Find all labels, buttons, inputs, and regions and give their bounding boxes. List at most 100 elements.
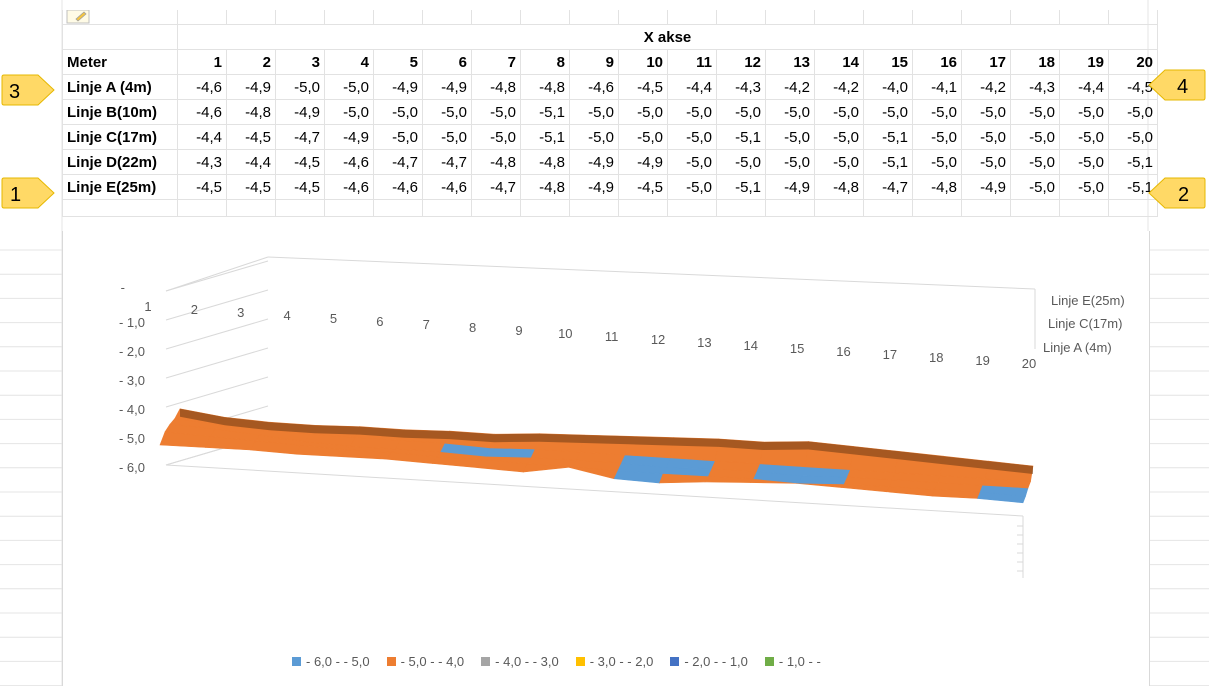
value-cell[interactable]: -5,1 [520,124,570,150]
column-header-cell[interactable]: 17 [961,49,1011,75]
empty-cell[interactable] [1010,10,1060,25]
value-cell[interactable]: -5,0 [1010,149,1060,175]
value-cell[interactable]: -4,9 [226,74,276,100]
value-cell[interactable]: -4,3 [716,74,766,100]
column-header-cell[interactable]: 14 [814,49,864,75]
value-cell[interactable]: -4,8 [226,99,276,125]
value-cell[interactable]: -4,4 [667,74,717,100]
value-cell[interactable]: -5,0 [373,124,423,150]
empty-cell[interactable] [716,10,766,25]
value-cell[interactable]: -5,1 [863,124,913,150]
empty-cell[interactable] [422,10,472,25]
empty-cell[interactable] [1108,10,1158,25]
value-cell[interactable]: -5,1 [863,149,913,175]
value-cell[interactable]: -5,0 [912,149,962,175]
empty-cell[interactable] [863,199,913,217]
row-header-cell[interactable]: Linje C(17m) [62,124,178,150]
value-cell[interactable]: -4,7 [471,174,521,200]
column-header-cell[interactable]: 7 [471,49,521,75]
value-cell[interactable]: -4,8 [520,74,570,100]
column-header-cell[interactable]: 8 [520,49,570,75]
empty-cell[interactable] [912,199,962,217]
empty-cell[interactable] [1059,199,1109,217]
value-cell[interactable]: -5,0 [716,99,766,125]
value-cell[interactable]: -4,5 [618,174,668,200]
empty-cell[interactable] [716,199,766,217]
value-cell[interactable]: -4,9 [324,124,374,150]
column-header-cell[interactable]: 5 [373,49,423,75]
corner-cell[interactable]: Meter [62,49,178,75]
empty-cell[interactable] [275,10,325,25]
column-header-cell[interactable]: 1 [177,49,227,75]
empty-cell[interactable] [177,10,227,25]
value-cell[interactable]: -4,9 [765,174,815,200]
column-header-cell[interactable]: 2 [226,49,276,75]
empty-cell[interactable] [961,199,1011,217]
value-cell[interactable]: -5,0 [324,99,374,125]
empty-cell[interactable] [569,10,619,25]
value-cell[interactable]: -4,5 [226,124,276,150]
value-cell[interactable]: -4,0 [863,74,913,100]
value-cell[interactable]: -4,9 [569,174,619,200]
value-cell[interactable]: -4,6 [324,174,374,200]
empty-cell[interactable] [1010,199,1060,217]
value-cell[interactable]: -5,0 [422,124,472,150]
value-cell[interactable]: -5,0 [1059,149,1109,175]
column-header-cell[interactable]: 19 [1059,49,1109,75]
empty-cell[interactable] [1059,10,1109,25]
value-cell[interactable]: -4,6 [373,174,423,200]
value-cell[interactable]: -4,3 [177,149,227,175]
value-cell[interactable]: -5,0 [471,99,521,125]
value-cell[interactable]: -5,0 [961,149,1011,175]
value-cell[interactable]: -5,0 [814,99,864,125]
value-cell[interactable]: -5,0 [1010,124,1060,150]
value-cell[interactable]: -4,9 [569,149,619,175]
value-cell[interactable]: -5,0 [422,99,472,125]
value-cell[interactable]: -4,9 [422,74,472,100]
column-header-cell[interactable]: 15 [863,49,913,75]
empty-cell[interactable] [814,199,864,217]
value-cell[interactable]: -4,9 [373,74,423,100]
column-header-cell[interactable]: 16 [912,49,962,75]
value-cell[interactable]: -5,0 [814,149,864,175]
value-cell[interactable]: -4,4 [1059,74,1109,100]
value-cell[interactable]: -5,0 [1010,174,1060,200]
empty-cell[interactable] [324,10,374,25]
value-cell[interactable]: -5,1 [520,99,570,125]
value-cell[interactable]: -5,0 [814,124,864,150]
value-cell[interactable]: -5,0 [667,124,717,150]
empty-cell[interactable] [177,199,227,217]
value-cell[interactable]: -4,5 [177,174,227,200]
value-cell[interactable]: -5,0 [716,149,766,175]
row-header-cell[interactable]: Linje B(10m) [62,99,178,125]
empty-cell[interactable] [226,199,276,217]
empty-cell[interactable] [618,10,668,25]
value-cell[interactable]: -4,7 [373,149,423,175]
empty-cell[interactable] [814,10,864,25]
empty-cell[interactable] [62,10,178,25]
value-cell[interactable]: -4,2 [765,74,815,100]
value-cell[interactable]: -5,0 [863,99,913,125]
value-cell[interactable]: -5,0 [667,99,717,125]
empty-cell[interactable] [373,199,423,217]
column-header-cell[interactable]: 9 [569,49,619,75]
empty-cell[interactable] [618,199,668,217]
column-header-cell[interactable]: 13 [765,49,815,75]
value-cell[interactable]: -4,8 [520,174,570,200]
column-header-cell[interactable]: 6 [422,49,472,75]
empty-cell[interactable] [520,199,570,217]
value-cell[interactable]: -4,7 [422,149,472,175]
value-cell[interactable]: -5,0 [765,99,815,125]
value-cell[interactable]: -4,7 [863,174,913,200]
empty-cell[interactable] [275,199,325,217]
column-header-cell[interactable]: 3 [275,49,325,75]
value-cell[interactable]: -4,9 [618,149,668,175]
legend-item[interactable]: - 1,0 - - [764,654,821,669]
value-cell[interactable]: -4,5 [226,174,276,200]
value-cell[interactable]: -5,1 [1108,174,1158,200]
column-header-cell[interactable]: 12 [716,49,766,75]
column-header-cell[interactable]: 18 [1010,49,1060,75]
value-cell[interactable]: -5,0 [961,99,1011,125]
empty-cell[interactable] [62,24,178,50]
empty-cell[interactable] [667,199,717,217]
